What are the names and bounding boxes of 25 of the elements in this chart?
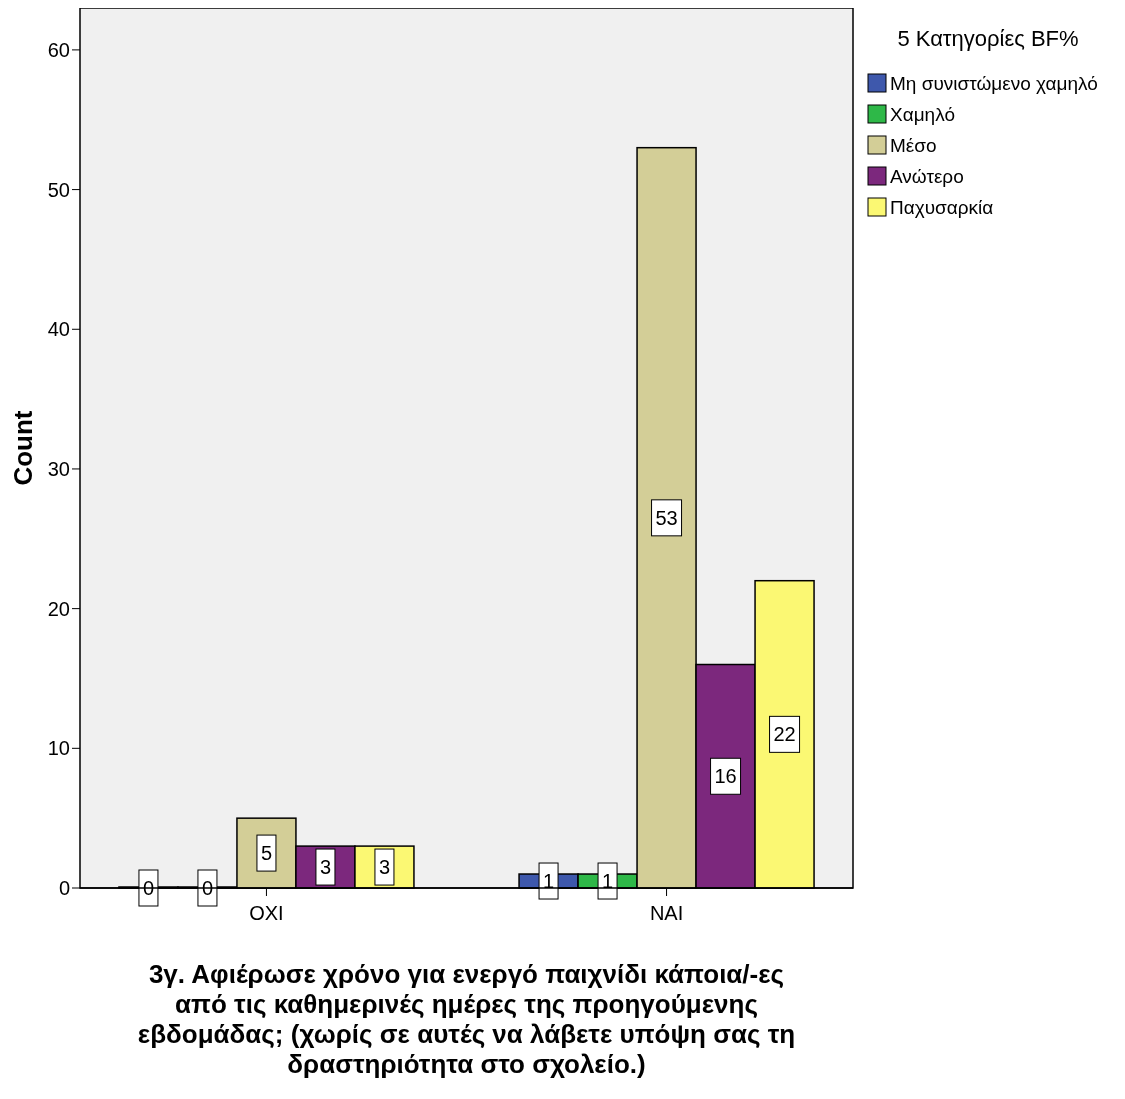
x-tick-label: ΝΑΙ [649,902,684,924]
legend-label: Μέσο [890,134,937,156]
data-label: 16 [714,765,737,788]
y-tick-label: 50 [47,178,70,201]
data-label: 1 [601,870,614,893]
legend-label: Παχυσαρκία [890,196,994,218]
y-tick-label: 60 [47,38,70,61]
y-axis-title: Count [8,410,38,486]
y-tick-label: 30 [47,457,70,480]
data-label: 5 [260,842,273,865]
y-tick-label: 40 [47,318,70,341]
legend-label: Ανώτερο [890,165,964,187]
legend-label: Μη συνιστώμενο χαμηλό [890,72,1098,94]
y-tick-label: 0 [58,877,70,899]
legend-title: 5 Κατηγορίες BF% [897,26,1079,51]
data-label: 53 [655,506,678,529]
y-tick-label: 10 [47,737,70,760]
x-axis-title: 3γ. Αφιέρωσε χρόνο για ενεργό παιχνίδι κάποια/-ες από τις καθημερινές ημέρες της προηγούμενης εβδομάδας; (χωρίς σε αυτές να λάβετε υπόψη σας τη δραστηριότητα στο σχολείο.) [137,959,796,1079]
data-label: 22 [773,723,796,746]
data-label: 3 [319,856,332,879]
y-tick-label: 20 [47,597,70,620]
data-label: 3 [378,856,391,879]
legend-label: Χαμηλό [890,103,955,125]
data-label: 1 [542,870,555,893]
x-tick-label: ΟΧΙ [249,902,284,924]
